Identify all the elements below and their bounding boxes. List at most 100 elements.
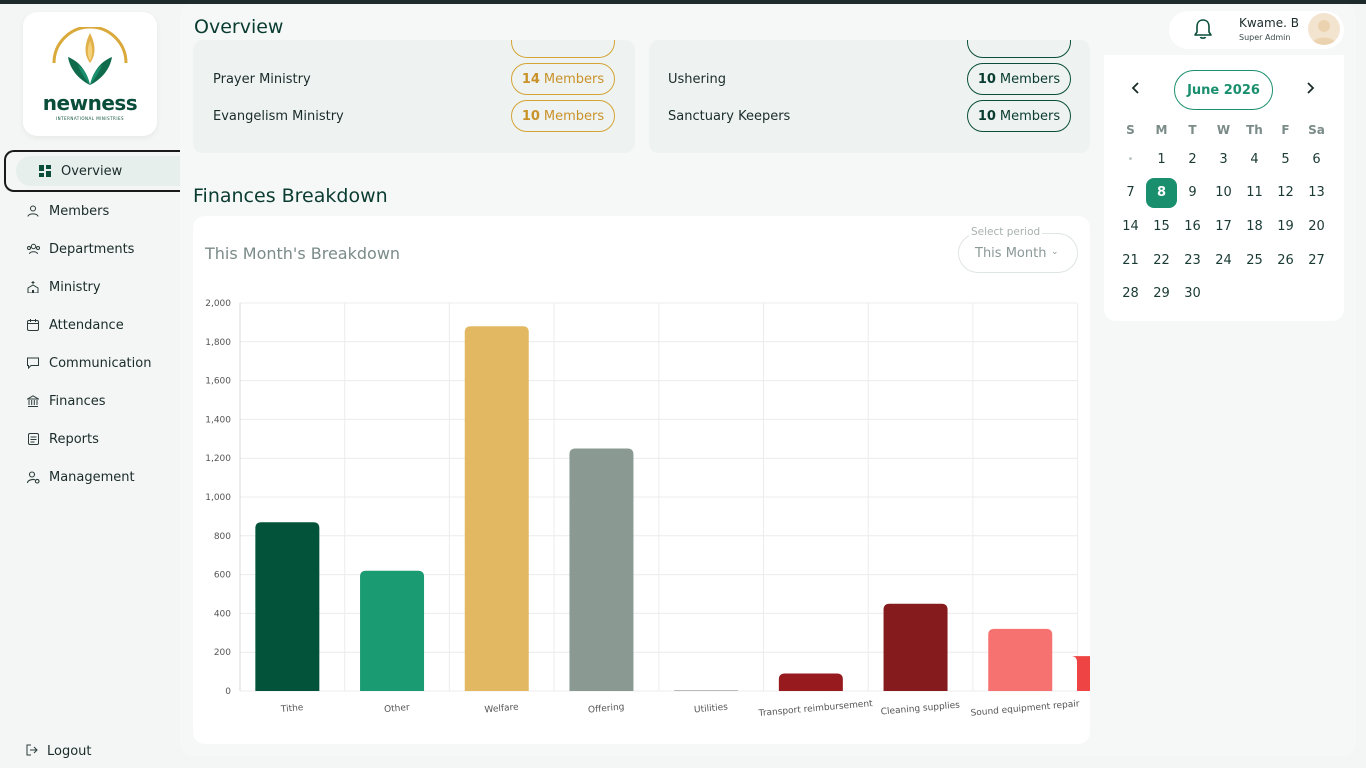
calendar-day[interactable]: 14 <box>1122 218 1139 234</box>
calendar-weekday: Th <box>1246 123 1263 137</box>
calendar-day[interactable]: 7 <box>1126 185 1135 201</box>
user-menu[interactable]: Kwame. B Super Admin <box>1169 11 1344 49</box>
sidebar-item-label: Ministry <box>49 279 101 295</box>
calendar-day[interactable]: 25 <box>1246 252 1263 268</box>
calendar-day[interactable]: 3 <box>1219 151 1228 167</box>
bank-icon <box>26 394 40 408</box>
calendar-weekday: M <box>1155 123 1168 137</box>
logo-card[interactable]: newness INTERNATIONAL MINISTRIES <box>23 12 157 136</box>
calendar-day[interactable]: 30 <box>1184 286 1201 302</box>
period-select[interactable]: Select period This Month ⌄ <box>958 226 1078 273</box>
logout-icon <box>26 744 38 759</box>
calendar-day[interactable]: 17 <box>1215 218 1232 234</box>
x-tick-label: Sound equipment repair <box>970 699 1080 719</box>
calendar-day[interactable]: 4 <box>1250 151 1259 167</box>
member-count-badge[interactable]: 10 Members <box>967 63 1071 95</box>
ministry-name: Prayer Ministry <box>213 72 311 87</box>
bell-icon[interactable] <box>1193 18 1213 40</box>
sidebar-item-reports[interactable]: Reports <box>0 420 180 458</box>
newness-logo-icon <box>52 27 128 85</box>
calendar-month-button[interactable]: June 2026 <box>1174 70 1273 110</box>
calendar-day[interactable]: 10 <box>1215 185 1232 201</box>
calendar-day[interactable]: 9 <box>1188 185 1197 201</box>
chart-bar <box>1071 656 1090 691</box>
calendar-weekday: T <box>1188 123 1197 137</box>
period-select-label: Select period <box>969 226 1043 238</box>
member-count: 10 <box>977 71 996 87</box>
calendar-day <box>1239 279 1270 309</box>
user-name: Kwame. B <box>1239 16 1299 30</box>
ministry-name: Ushering <box>668 72 726 87</box>
member-count: 14 <box>521 71 540 87</box>
member-unit: Members <box>543 71 605 87</box>
y-tick-label: 1,400 <box>205 415 231 425</box>
chart-bar <box>674 690 739 691</box>
sidebar-item-management[interactable]: Management <box>0 458 180 496</box>
calendar-day[interactable]: 19 <box>1277 218 1294 234</box>
sidebar-nav: Overview Members Departments Ministry At… <box>0 150 180 496</box>
calendar-day[interactable]: 29 <box>1153 286 1170 302</box>
member-count-badge[interactable]: 10 Members <box>511 100 615 132</box>
calendar-day[interactable]: 18 <box>1246 218 1263 234</box>
sidebar: newness INTERNATIONAL MINISTRIES Overvie… <box>0 4 180 768</box>
avatar[interactable] <box>1308 13 1340 45</box>
sidebar-item-members[interactable]: Members <box>0 192 180 230</box>
y-tick-label: 0 <box>225 687 231 697</box>
calendar-day[interactable]: 13 <box>1308 185 1325 201</box>
y-tick-label: 1,200 <box>205 454 231 464</box>
sidebar-item-attendance[interactable]: Attendance <box>0 306 180 344</box>
calendar-day[interactable]: 2 <box>1188 151 1197 167</box>
ministry-card-right: Ushering 10 Members Sanctuary Keepers 10 M… <box>649 40 1090 153</box>
people-icon <box>26 242 40 256</box>
grid-icon <box>38 164 52 178</box>
calendar-day[interactable]: 6 <box>1312 151 1321 167</box>
sidebar-item-overview[interactable]: Overview <box>4 150 180 192</box>
church-icon <box>26 280 40 294</box>
calendar-day[interactable]: 15 <box>1153 218 1170 234</box>
chart-bar <box>988 628 1053 691</box>
x-tick-label: Other <box>384 703 411 715</box>
member-count: 10 <box>521 108 540 124</box>
calendar-day: • <box>1127 153 1134 165</box>
calendar-day[interactable]: 12 <box>1277 185 1294 201</box>
calendar-day[interactable]: 11 <box>1246 185 1263 201</box>
calendar-day[interactable]: 28 <box>1122 286 1139 302</box>
member-count: 10 <box>977 108 996 124</box>
chevron-left-icon[interactable] <box>1130 79 1140 100</box>
calendar-day[interactable]: 22 <box>1153 252 1170 268</box>
calendar-week-row: 28 29 30 <box>1115 277 1339 311</box>
calendar-day[interactable]: 26 <box>1277 252 1294 268</box>
logout-button[interactable]: Logout <box>26 744 92 759</box>
calendar-day <box>1270 279 1301 309</box>
calendar-day[interactable]: 1 <box>1157 151 1166 167</box>
calendar-day[interactable]: 16 <box>1184 218 1201 234</box>
chart-bar <box>778 673 843 691</box>
calendar-day[interactable]: 24 <box>1215 252 1232 268</box>
calendar-day[interactable]: 23 <box>1184 252 1201 268</box>
sidebar-item-finances[interactable]: Finances <box>0 382 180 420</box>
sidebar-item-communication[interactable]: Communication <box>0 344 180 382</box>
finances-section-title: Finances Breakdown <box>193 185 388 207</box>
x-tick-label: Utilities <box>694 703 729 716</box>
calendar-day[interactable]: 27 <box>1308 252 1325 268</box>
member-count-badge[interactable]: 10 Members <box>967 100 1071 132</box>
calendar-day[interactable]: 5 <box>1281 151 1290 167</box>
y-tick-label: 800 <box>214 532 231 542</box>
calendar-day[interactable]: 20 <box>1308 218 1325 234</box>
sidebar-item-label: Overview <box>61 163 123 179</box>
member-count-badge[interactable]: 14 Members <box>511 63 615 95</box>
chevron-down-icon: ⌄ <box>1051 247 1059 257</box>
chevron-right-icon[interactable] <box>1306 79 1316 100</box>
chart-bar <box>255 522 320 691</box>
sidebar-item-departments[interactable]: Departments <box>0 230 180 268</box>
sidebar-item-ministry[interactable]: Ministry <box>0 268 180 306</box>
sidebar-item-label: Members <box>49 203 110 219</box>
sidebar-item-label: Reports <box>49 431 99 447</box>
calendar-week-row: 7 8 9 10 11 12 13 <box>1115 177 1339 211</box>
finances-bar-chart: 0 200 400 600 800 1,000 1,200 1,400 1,600 1,800 2,… <box>205 299 1090 719</box>
chart-bar <box>464 326 529 691</box>
calendar-day-today[interactable]: 8 <box>1146 178 1177 209</box>
sidebar-item-label: Communication <box>49 355 152 371</box>
chart-bar <box>883 603 948 691</box>
calendar-day[interactable]: 21 <box>1122 252 1139 268</box>
